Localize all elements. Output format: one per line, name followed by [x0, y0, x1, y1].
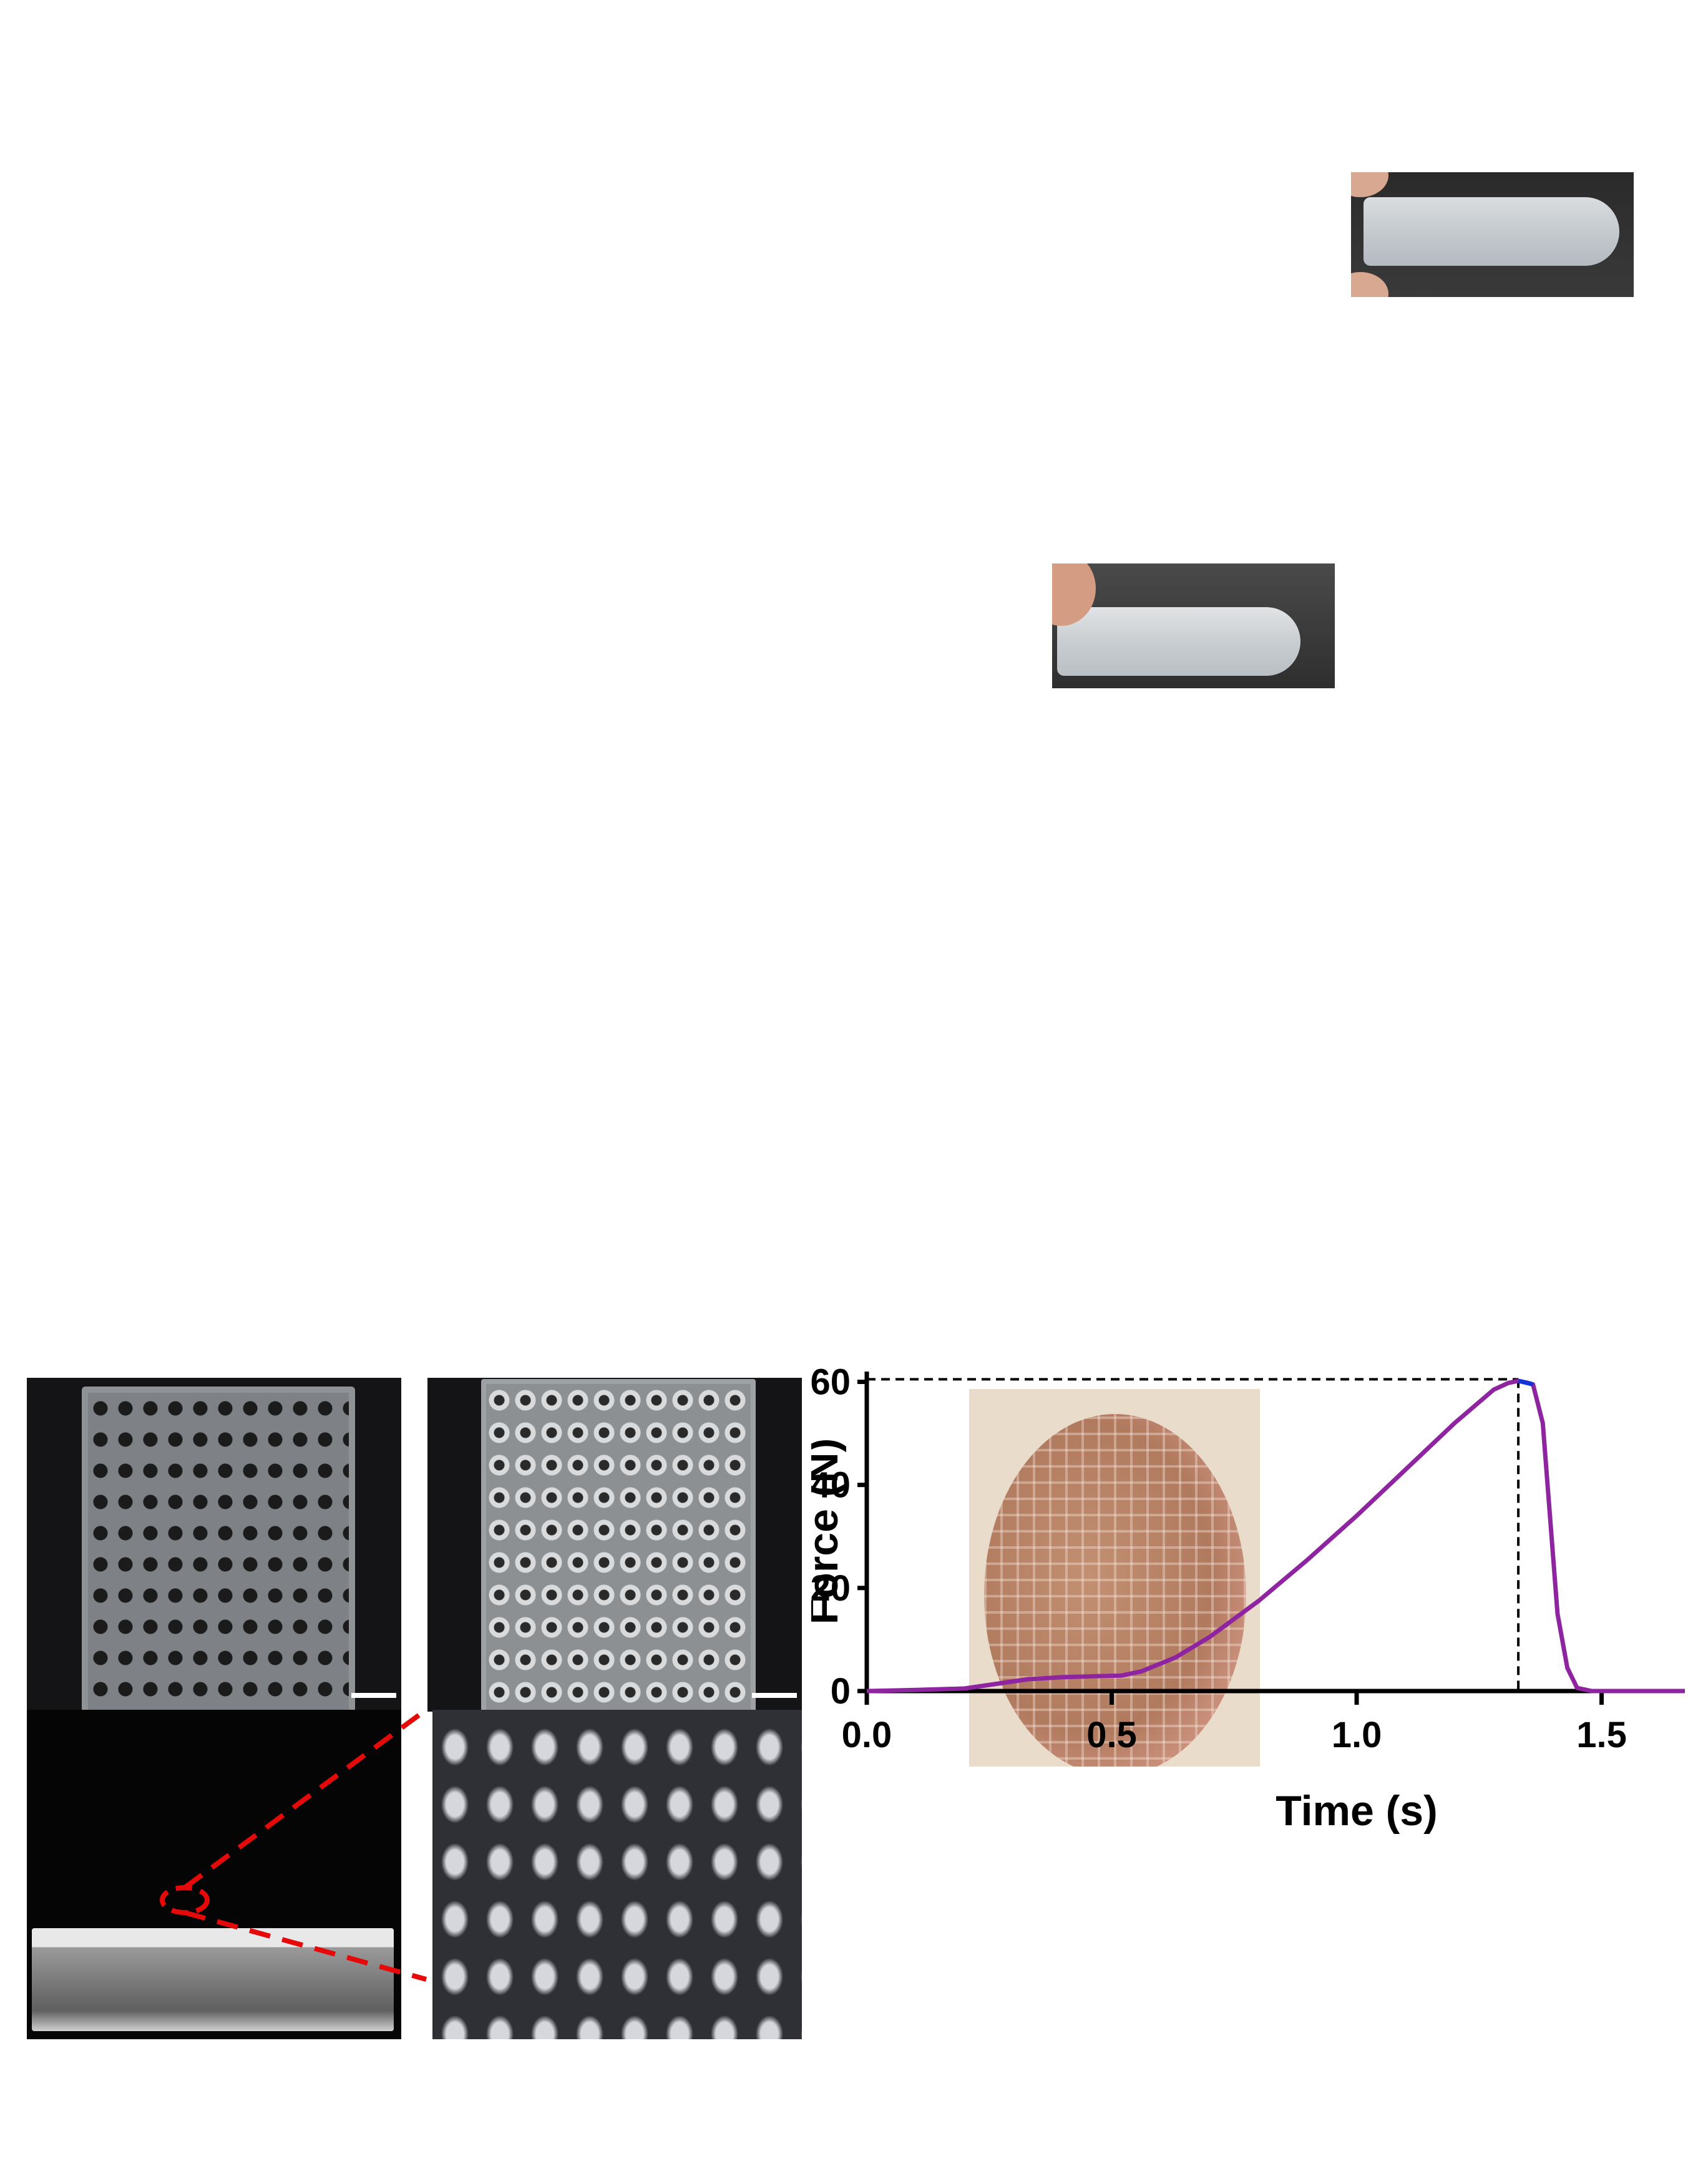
y-tick-label: 40: [811, 1465, 851, 1506]
x-tick-label: 0.0: [842, 1715, 892, 1755]
y-tick-label: 60: [811, 1362, 851, 1403]
skin-imprint: [984, 1414, 1246, 1767]
x-axis-title: Time (s): [1276, 1787, 1437, 1835]
y-tick-label: 20: [811, 1568, 851, 1609]
scale-bar: [752, 1693, 797, 1698]
viscosity-chart-series-layer: [0, 0, 1688, 749]
x-tick-label: 0.5: [1086, 1715, 1137, 1755]
microneedle-patch-side: [32, 1928, 394, 2031]
x-tick-label: 1.0: [1332, 1715, 1382, 1755]
y-axis-title: Force (N): [811, 1438, 847, 1624]
force-curve: [866, 1378, 1685, 1694]
tube-shape: [1057, 607, 1300, 676]
microneedle-photo-i: [27, 1378, 401, 1712]
force-chart: 0 20 40 60 0.0 0.5 1.0 1.5 Time (s) Force (N): [811, 1362, 1685, 1835]
skin-imprint-photo-inset: [969, 1389, 1260, 1767]
microneedle-array-mold: [82, 1387, 355, 1712]
microneedle-photo-iii: [27, 1710, 401, 2039]
microneedle-array-mold: [481, 1379, 756, 1712]
microneedle-photo-iv: [432, 1710, 802, 2039]
scale-bar: [351, 1693, 396, 1698]
x-tick-label: 1.5: [1576, 1715, 1627, 1755]
y-tick-label: 0: [831, 1671, 851, 1712]
microneedle-photo-ii: [427, 1378, 802, 1712]
ftir-chart: [0, 749, 905, 1342]
dsc-chart: [905, 749, 1688, 1279]
gel-tube-photo-inset: [1351, 172, 1634, 297]
peak-segment: [1518, 1378, 1534, 1387]
solution-tube-photo-inset: [1052, 563, 1335, 688]
tube-shape: [1364, 197, 1619, 266]
